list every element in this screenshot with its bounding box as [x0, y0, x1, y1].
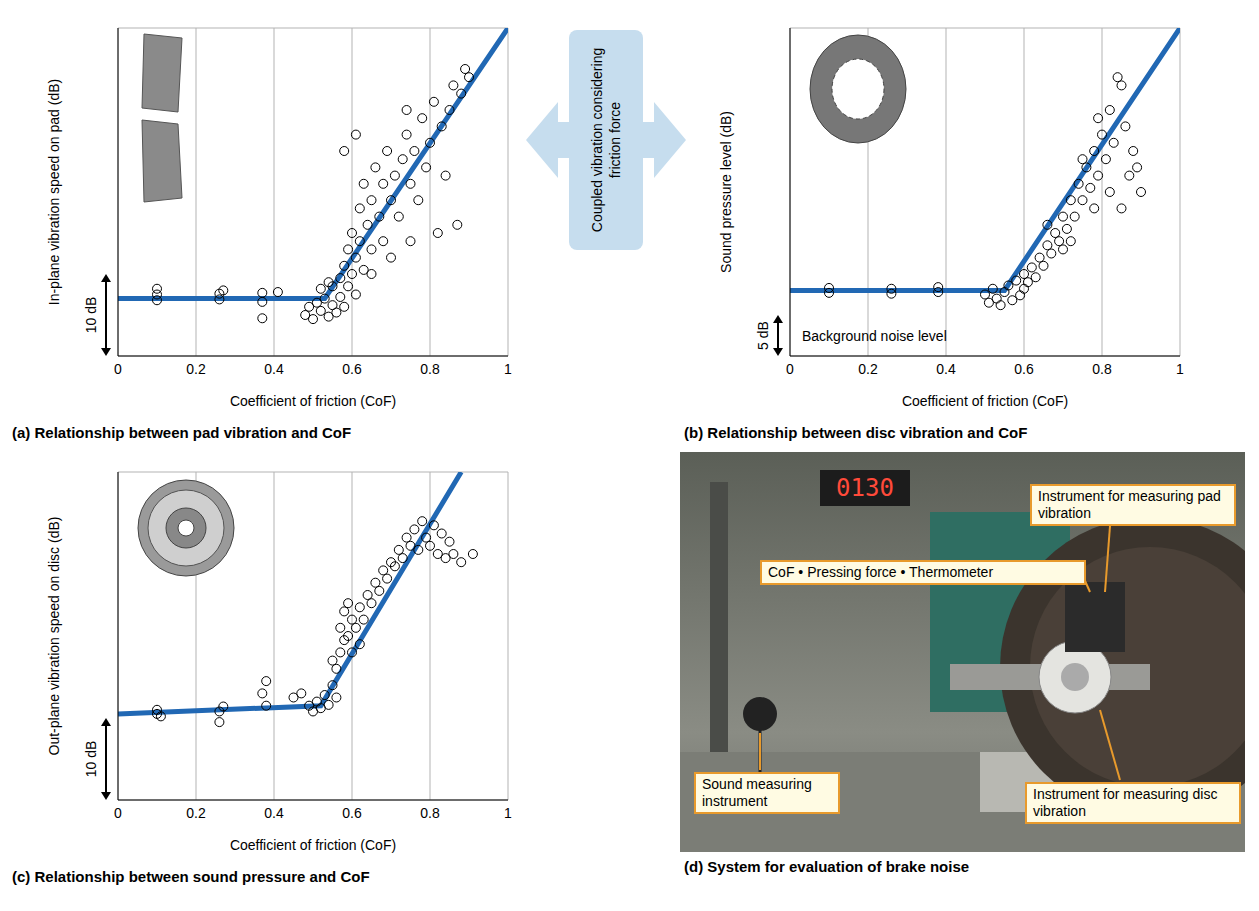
svg-text:0.4: 0.4	[264, 805, 284, 821]
svg-text:Out-plane vibration speed on d: Out-plane vibration speed on disc (dB)	[46, 517, 62, 756]
svg-text:0.4: 0.4	[264, 361, 284, 377]
html-text:(b) Relationship between disc: (b) Relationship between disc vibration …	[684, 424, 1028, 441]
svg-text:0: 0	[114, 805, 122, 821]
html-text:Coupled vibration considering: Coupled vibration considering friction f…	[589, 47, 623, 233]
svg-text:Coefficient of friction (CoF): Coefficient of friction (CoF)	[230, 393, 396, 409]
html-text:CoF • Pressing force • Thermom: CoF • Pressing force • Thermometer	[768, 564, 994, 580]
svg-text:0: 0	[786, 361, 794, 377]
svg-text:0.2: 0.2	[858, 361, 878, 377]
svg-text:Background noise level: Background noise level	[802, 328, 947, 344]
svg-text:0.6: 0.6	[342, 361, 362, 377]
svg-text:10 dB: 10 dB	[83, 297, 99, 334]
html-text:Sound measuring instrument: Sound measuring instrument	[702, 776, 812, 809]
svg-text:0130: 0130	[836, 474, 894, 502]
svg-text:5 dB: 5 dB	[755, 321, 771, 350]
svg-text:0.4: 0.4	[936, 361, 956, 377]
html-text:Instrument for measuring disc: Instrument for measuring disc vibration	[1033, 786, 1218, 819]
svg-text:0.6: 0.6	[342, 805, 362, 821]
html-text:Instrument for measuring pad v: Instrument for measuring pad vibration	[1038, 488, 1221, 521]
svg-text:10 dB: 10 dB	[83, 741, 99, 778]
html-text:(a) Relationship between pad v: (a) Relationship between pad vibration a…	[12, 424, 352, 441]
svg-text:1: 1	[1176, 361, 1184, 377]
svg-text:In-plane vibration speed on pa: In-plane vibration speed on pad (dB)	[46, 79, 62, 305]
svg-text:Coefficient of friction (CoF): Coefficient of friction (CoF)	[230, 837, 396, 853]
html-text:(c) Relationship between sound: (c) Relationship between sound pressure …	[12, 868, 370, 885]
svg-text:1: 1	[504, 361, 512, 377]
svg-text:1: 1	[504, 805, 512, 821]
svg-text:0.2: 0.2	[186, 805, 206, 821]
svg-text:0.8: 0.8	[1092, 361, 1112, 377]
svg-text:0.8: 0.8	[420, 805, 440, 821]
svg-text:0.2: 0.2	[186, 361, 206, 377]
svg-text:Sound pressure level (dB): Sound pressure level (dB)	[718, 111, 734, 273]
svg-text:Coefficient of friction (CoF): Coefficient of friction (CoF)	[902, 393, 1068, 409]
svg-text:0: 0	[114, 361, 122, 377]
html-text:(d) System for evaluation of b: (d) System for evaluation of brake noise	[684, 858, 970, 875]
svg-text:0.8: 0.8	[420, 361, 440, 377]
svg-text:0.6: 0.6	[1014, 361, 1034, 377]
